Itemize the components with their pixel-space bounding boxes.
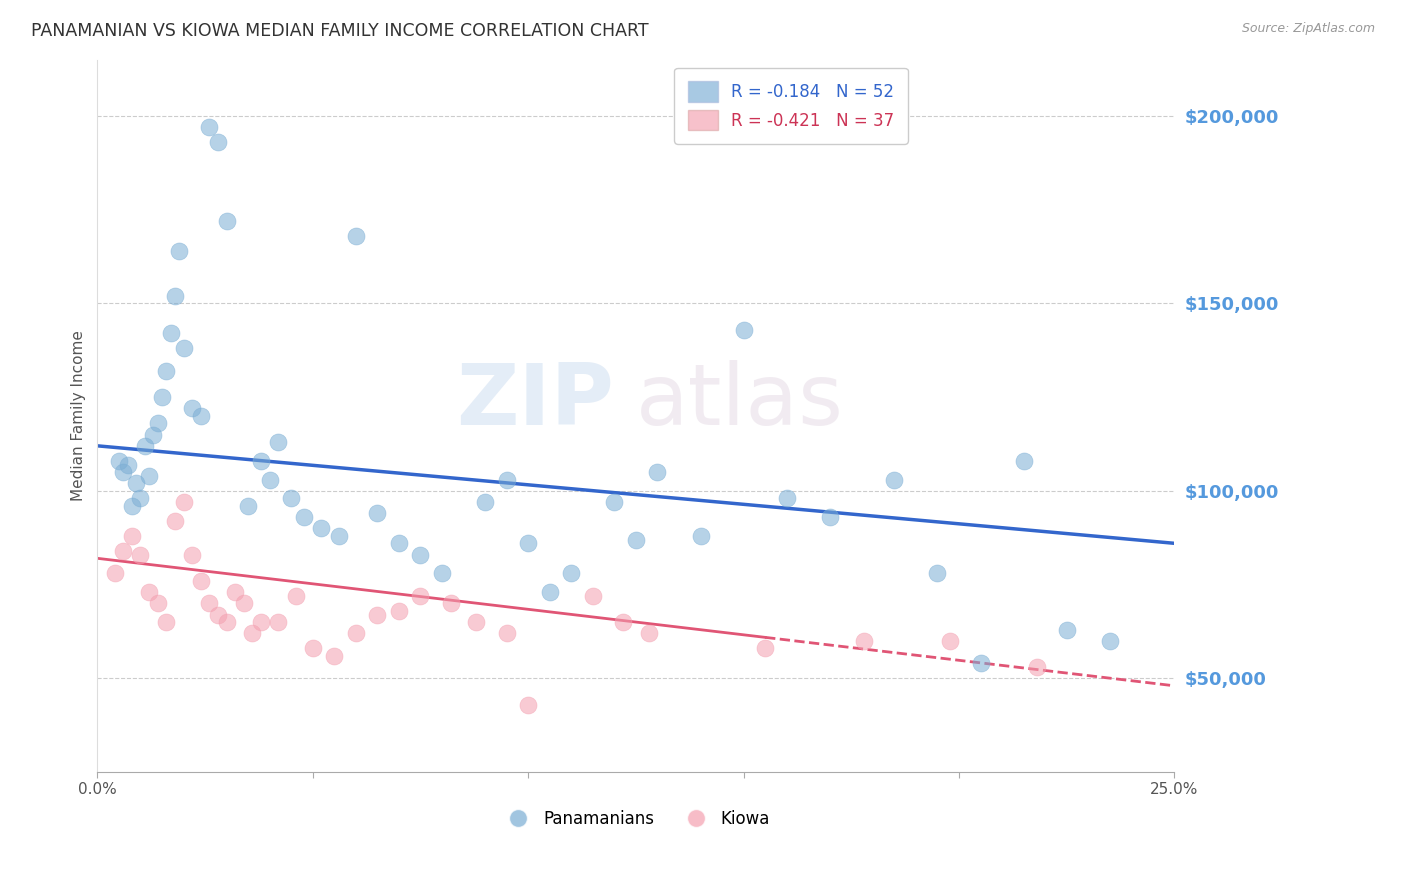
Point (292, 510, 315, 524)
Point (134, 439, 156, 453)
Point (280, 491, 302, 506)
Point (538, 585, 561, 599)
Point (517, 536, 540, 550)
Point (232, 596, 254, 610)
Point (129, 491, 152, 506)
Point (818, 510, 841, 524)
Point (1056, 623, 1078, 637)
Point (146, 596, 169, 610)
Point (733, 322, 755, 336)
Point (181, 401, 204, 416)
Point (637, 626, 659, 640)
Point (207, 135, 229, 149)
Point (155, 615, 177, 629)
Point (939, 633, 962, 648)
Point (495, 473, 517, 487)
Y-axis label: Median Family Income: Median Family Income (72, 330, 86, 501)
Point (323, 648, 346, 663)
Point (173, 495, 195, 509)
Point (1025, 660, 1047, 674)
Point (366, 506, 388, 520)
Point (259, 473, 281, 487)
Point (167, 244, 190, 258)
Point (465, 615, 488, 629)
Point (138, 468, 160, 483)
Point (517, 698, 540, 712)
Text: Source: ZipAtlas.com: Source: ZipAtlas.com (1241, 22, 1375, 36)
Point (173, 342, 195, 356)
Point (181, 548, 204, 562)
Point (129, 548, 152, 562)
Point (267, 615, 290, 629)
Point (250, 454, 273, 468)
Point (495, 626, 517, 640)
Point (155, 364, 177, 378)
Text: atlas: atlas (636, 360, 844, 443)
Point (430, 566, 453, 581)
Point (344, 228, 367, 243)
Point (215, 214, 238, 228)
Point (159, 326, 181, 341)
Point (284, 589, 307, 603)
Point (388, 604, 411, 618)
Point (776, 491, 799, 506)
Point (440, 596, 463, 610)
Point (190, 409, 212, 423)
Point (198, 120, 221, 134)
Point (215, 615, 238, 629)
Point (301, 641, 323, 656)
Point (560, 566, 582, 581)
Point (236, 499, 259, 513)
Point (267, 435, 290, 450)
Point (388, 536, 411, 550)
Point (242, 626, 264, 640)
Point (1012, 454, 1035, 468)
Point (624, 533, 647, 547)
Legend: Panamanians, Kiowa: Panamanians, Kiowa (495, 804, 778, 835)
Point (163, 514, 186, 528)
Point (207, 607, 229, 622)
Point (163, 289, 186, 303)
Point (366, 607, 388, 622)
Point (138, 585, 160, 599)
Point (103, 566, 125, 581)
Point (125, 476, 148, 491)
Point (853, 633, 876, 648)
Point (927, 566, 949, 581)
Point (409, 548, 432, 562)
Point (112, 544, 135, 558)
Point (409, 589, 432, 603)
Point (190, 574, 212, 588)
Point (612, 615, 634, 629)
Point (142, 427, 165, 442)
Point (754, 641, 776, 656)
Point (108, 454, 131, 468)
Point (146, 417, 169, 431)
Point (121, 529, 143, 543)
Point (474, 495, 496, 509)
Point (198, 596, 221, 610)
Point (969, 657, 991, 671)
Point (603, 495, 626, 509)
Point (121, 499, 143, 513)
Point (311, 521, 333, 535)
Point (344, 626, 367, 640)
Point (250, 615, 273, 629)
Point (582, 589, 605, 603)
Point (112, 465, 135, 479)
Point (883, 473, 905, 487)
Point (224, 585, 246, 599)
Point (117, 458, 139, 472)
Point (647, 465, 669, 479)
Point (328, 529, 350, 543)
Point (689, 529, 711, 543)
Text: ZIP: ZIP (457, 360, 614, 443)
Point (150, 390, 173, 404)
Point (1098, 633, 1121, 648)
Text: PANAMANIAN VS KIOWA MEDIAN FAMILY INCOME CORRELATION CHART: PANAMANIAN VS KIOWA MEDIAN FAMILY INCOME… (31, 22, 648, 40)
